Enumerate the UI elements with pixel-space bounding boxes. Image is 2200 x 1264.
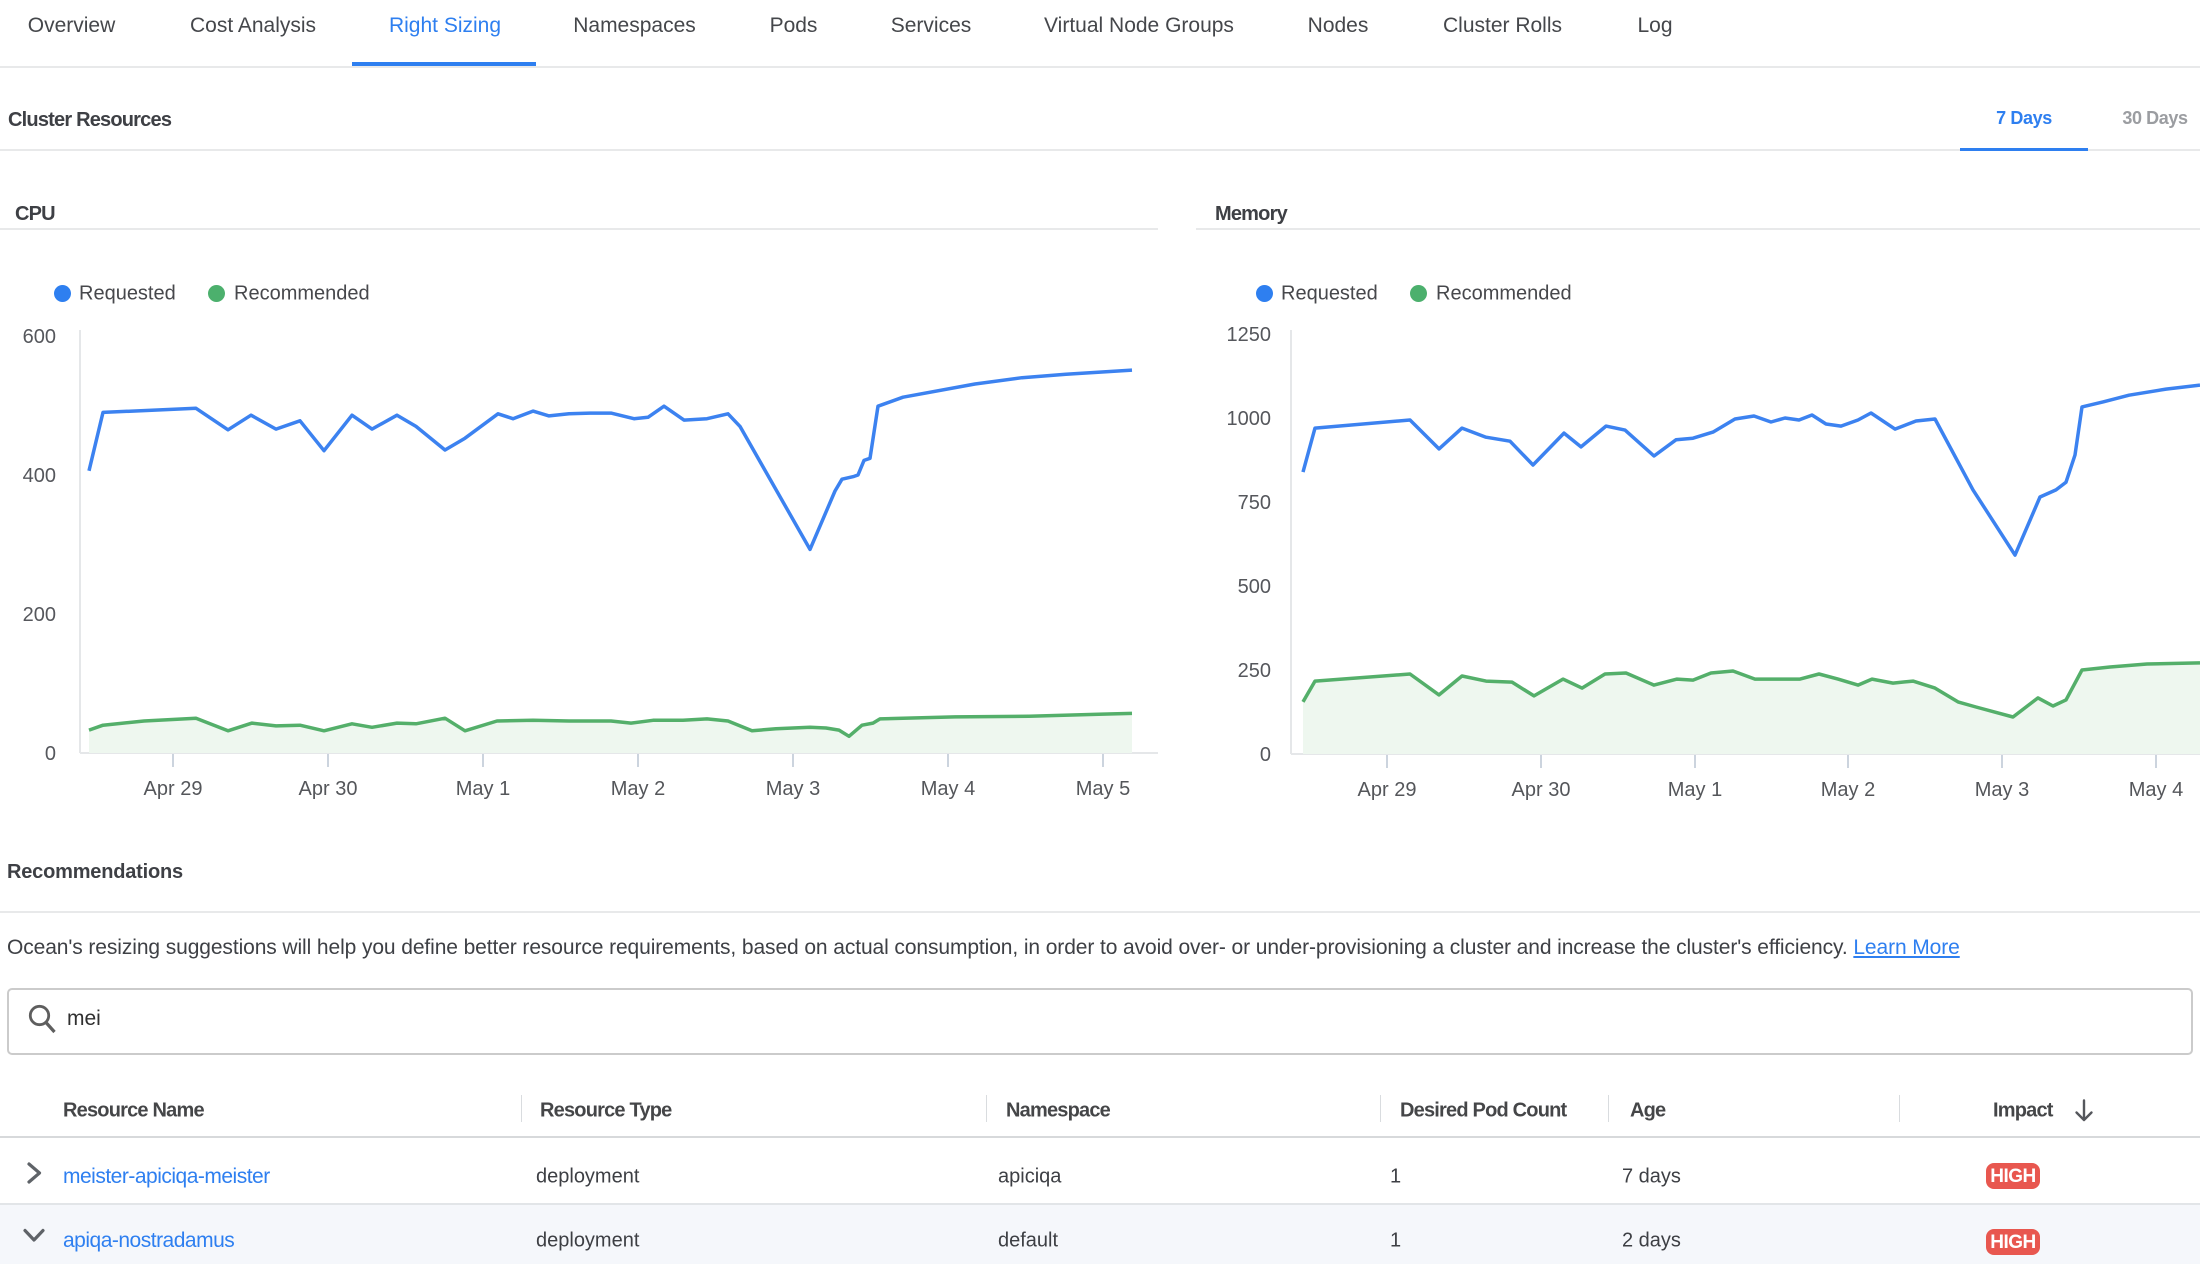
svg-text:1250: 1250 bbox=[1227, 324, 1272, 346]
svg-text:Apr 30: Apr 30 bbox=[299, 778, 358, 800]
svg-text:Apr 29: Apr 29 bbox=[144, 778, 203, 800]
svg-text:200: 200 bbox=[23, 604, 56, 626]
svg-text:500: 500 bbox=[1238, 576, 1271, 598]
svg-text:250: 250 bbox=[1238, 660, 1271, 682]
svg-text:400: 400 bbox=[23, 465, 56, 487]
svg-text:Apr 29: Apr 29 bbox=[1358, 779, 1417, 800]
svg-text:Apr 30: Apr 30 bbox=[1512, 779, 1571, 800]
svg-text:May 2: May 2 bbox=[1821, 779, 1875, 800]
svg-text:May 1: May 1 bbox=[456, 778, 510, 800]
svg-text:May 4: May 4 bbox=[2129, 779, 2183, 800]
svg-text:May 3: May 3 bbox=[766, 778, 820, 800]
svg-text:0: 0 bbox=[1260, 744, 1271, 766]
svg-text:0: 0 bbox=[45, 743, 56, 765]
svg-text:May 3: May 3 bbox=[1975, 779, 2029, 800]
svg-text:May 4: May 4 bbox=[921, 778, 975, 800]
svg-text:1000: 1000 bbox=[1227, 408, 1272, 430]
svg-text:750: 750 bbox=[1238, 492, 1271, 514]
svg-text:May 5: May 5 bbox=[1076, 778, 1130, 800]
svg-text:600: 600 bbox=[23, 326, 56, 348]
svg-text:May 2: May 2 bbox=[611, 778, 665, 800]
svg-text:May 1: May 1 bbox=[1668, 779, 1722, 800]
